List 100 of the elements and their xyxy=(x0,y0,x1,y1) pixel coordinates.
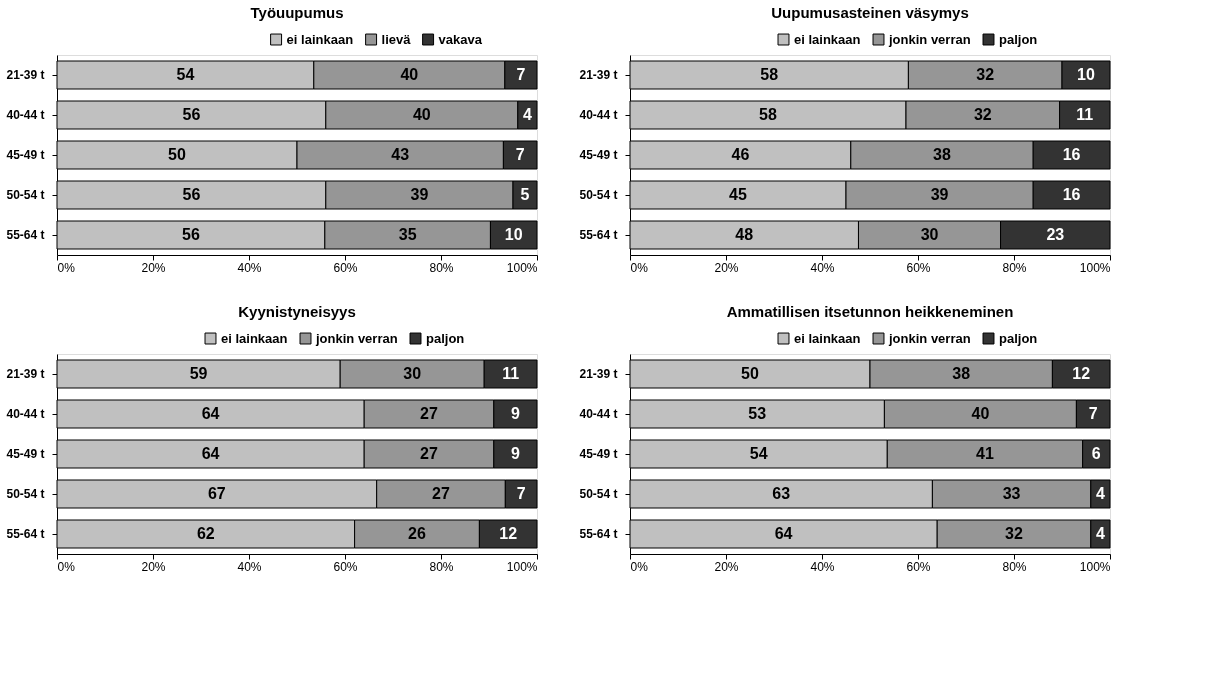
y-tick-label: 55-64 t xyxy=(579,527,618,541)
data-label: 40 xyxy=(412,106,431,123)
y-tick-label: 40-44 t xyxy=(6,108,45,122)
x-tick-label: 60% xyxy=(333,559,358,574)
data-label: 54 xyxy=(176,66,195,83)
y-tick-label: 45-49 t xyxy=(579,447,618,461)
data-label: 4 xyxy=(1095,525,1105,542)
data-label: 35 xyxy=(398,226,417,243)
data-label: 6 xyxy=(1091,445,1101,462)
y-tick-label: 45-49 t xyxy=(579,148,618,162)
data-label: 64 xyxy=(201,405,220,422)
y-tick-label: 50-54 t xyxy=(6,487,45,501)
data-label: 56 xyxy=(182,186,201,203)
x-tick-label: 0% xyxy=(630,559,649,574)
x-tick-label: 40% xyxy=(810,559,835,574)
data-label: 23 xyxy=(1046,226,1065,243)
data-label: 64 xyxy=(201,445,220,462)
x-tick-label: 20% xyxy=(714,559,739,574)
x-tick-label: 40% xyxy=(237,260,262,275)
data-label: 10 xyxy=(1077,66,1095,83)
x-tick-label: 80% xyxy=(1002,260,1027,275)
data-label: 50 xyxy=(741,365,759,382)
data-label: 62 xyxy=(196,525,215,542)
y-tick-label: 21-39 t xyxy=(6,68,45,82)
y-tick-label: 21-39 t xyxy=(579,68,618,82)
data-label: 38 xyxy=(933,146,951,163)
chart-title: Kyynistyneisyys xyxy=(238,303,356,320)
y-tick-label: 45-49 t xyxy=(6,148,45,162)
data-label: 39 xyxy=(410,186,429,203)
data-label: 30 xyxy=(403,365,422,382)
y-tick-label: 40-44 t xyxy=(6,407,45,421)
x-tick-label: 20% xyxy=(141,260,166,275)
data-label: 53 xyxy=(748,405,767,422)
x-tick-label: 40% xyxy=(237,559,262,574)
y-tick-label: 50-54 t xyxy=(6,188,45,202)
y-tick-label: 40-44 t xyxy=(579,407,618,421)
x-tick-label: 100% xyxy=(1079,559,1111,574)
data-label: 32 xyxy=(1005,525,1023,542)
y-tick-label: 50-54 t xyxy=(579,188,618,202)
y-tick-label: 55-64 t xyxy=(579,228,618,242)
legend-label: vakava xyxy=(438,31,483,47)
y-tick-label: 40-44 t xyxy=(579,108,618,122)
data-label: 27 xyxy=(420,445,438,462)
data-label: 11 xyxy=(502,365,520,382)
x-tick-label: 40% xyxy=(810,260,835,275)
y-tick-label: 50-54 t xyxy=(579,487,618,501)
data-label: 59 xyxy=(189,365,208,382)
data-label: 30 xyxy=(920,226,939,243)
data-label: 58 xyxy=(759,106,777,123)
legend-label: lievä xyxy=(381,31,412,47)
x-tick-label: 20% xyxy=(141,559,166,574)
y-tick-label: 21-39 t xyxy=(579,367,618,381)
x-tick-label: 80% xyxy=(429,559,454,574)
data-label: 56 xyxy=(182,226,200,243)
data-label: 10 xyxy=(504,226,523,243)
data-label: 11 xyxy=(1076,106,1094,123)
x-tick-label: 0% xyxy=(57,260,76,275)
data-label: 26 xyxy=(408,525,426,542)
data-label: 7 xyxy=(1088,405,1098,422)
x-tick-label: 80% xyxy=(429,260,454,275)
legend-label: ei lainkaan xyxy=(221,330,288,346)
data-label: 41 xyxy=(976,445,994,462)
x-tick-label: 100% xyxy=(506,260,538,275)
data-label: 9 xyxy=(510,405,520,422)
data-label: 33 xyxy=(1002,485,1021,502)
legend-label: paljon xyxy=(426,330,465,346)
data-label: 54 xyxy=(749,445,768,462)
chart-title: Uupumusasteinen väsymys xyxy=(771,4,969,21)
x-tick-label: 20% xyxy=(714,260,739,275)
data-label: 16 xyxy=(1062,186,1081,203)
data-label: 27 xyxy=(432,485,450,502)
legend-label: ei lainkaan xyxy=(794,330,861,346)
data-label: 16 xyxy=(1062,146,1081,163)
data-label: 7 xyxy=(516,66,526,83)
data-label: 38 xyxy=(952,365,971,382)
data-label: 9 xyxy=(510,445,520,462)
legend-label: ei lainkaan xyxy=(286,31,354,47)
data-label: 12 xyxy=(1072,365,1091,382)
legend-label: paljon xyxy=(999,330,1038,346)
data-label: 43 xyxy=(391,146,410,163)
data-label: 58 xyxy=(760,66,779,83)
data-label: 12 xyxy=(499,525,518,542)
data-label: 4 xyxy=(1095,485,1105,502)
x-tick-label: 60% xyxy=(906,559,931,574)
x-tick-label: 80% xyxy=(1002,559,1027,574)
x-tick-label: 100% xyxy=(506,559,538,574)
data-label: 56 xyxy=(182,106,201,123)
y-tick-label: 21-39 t xyxy=(6,367,45,381)
legend-label: jonkin verran xyxy=(888,330,971,346)
x-tick-label: 0% xyxy=(630,260,649,275)
data-label: 63 xyxy=(772,485,791,502)
data-label: 40 xyxy=(971,405,990,422)
data-label: 32 xyxy=(973,106,992,123)
data-label: 27 xyxy=(420,405,438,422)
data-label: 7 xyxy=(515,146,525,163)
data-label: 50 xyxy=(168,146,186,163)
data-label: 67 xyxy=(207,485,226,502)
y-tick-label: 55-64 t xyxy=(6,527,45,541)
chart-title: Työuupumus xyxy=(250,4,344,21)
data-label: 39 xyxy=(930,186,949,203)
